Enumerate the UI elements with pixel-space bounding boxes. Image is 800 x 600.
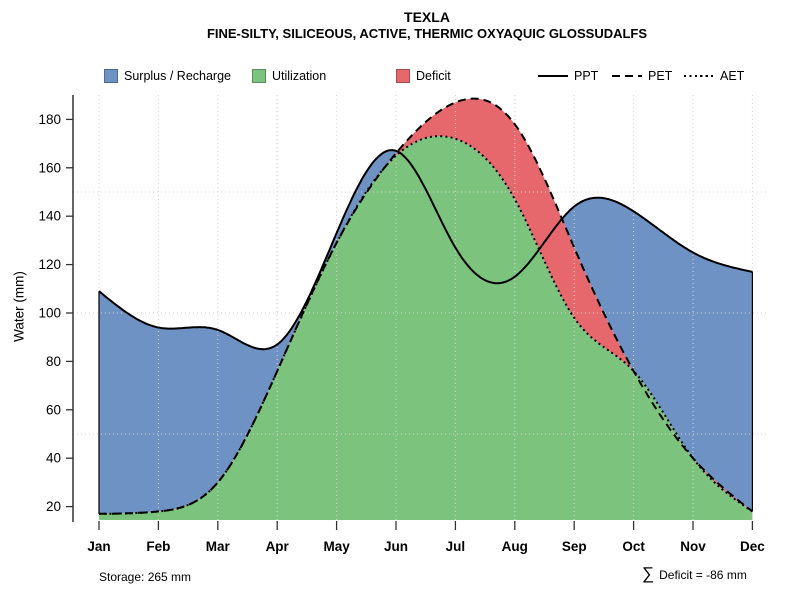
legend-label-utilization: Utilization: [272, 69, 327, 83]
legend-label-surplus: Surplus / Recharge: [124, 69, 232, 83]
month-label: May: [323, 539, 350, 554]
ppt-line: [98, 149, 753, 351]
legend-item-utilization: Utilization: [252, 69, 326, 83]
dashed-line-icon: [612, 74, 642, 78]
legend-label-ppt: PPT: [574, 69, 599, 83]
month-label: Dec: [740, 539, 765, 554]
deficit-swatch-icon: [396, 69, 410, 83]
month-label: Nov: [680, 539, 706, 554]
utilization-swatch-icon: [252, 69, 266, 83]
legend-item-deficit: Deficit: [396, 69, 451, 83]
surplus-area: [99, 98, 753, 514]
month-label: Feb: [146, 539, 170, 554]
legend-label-aet: AET: [720, 69, 745, 83]
legend-item-ppt: PPT: [538, 69, 598, 83]
y-axis-label: Water (mm): [11, 271, 27, 342]
solid-line-icon: [538, 74, 568, 78]
storage-annotation: Storage: 265 mm: [99, 570, 192, 584]
y-tick-label: 20: [46, 499, 61, 514]
month-label: Jan: [87, 539, 110, 554]
sigma-icon: ∑: [642, 564, 655, 583]
month-label: Oct: [622, 539, 645, 554]
month-label: Apr: [266, 539, 290, 554]
legend-label-pet: PET: [648, 69, 673, 83]
y-tick-label: 180: [38, 112, 61, 127]
surplus-swatch-icon: [104, 69, 118, 83]
month-label: Jun: [384, 539, 408, 554]
aet-line: [98, 135, 753, 515]
chart-subtitle: FINE-SILTY, SILICEOUS, ACTIVE, THERMIC O…: [206, 26, 648, 41]
pet-line: [98, 97, 753, 515]
dotted-line-icon: [684, 74, 714, 78]
month-label: Mar: [206, 539, 231, 554]
legend-label-deficit: Deficit: [416, 69, 451, 83]
y-tick-label: 140: [38, 209, 61, 224]
deficit-sum-annotation: ∑ Deficit = -86 mm: [642, 564, 747, 584]
y-tick-label: 80: [46, 354, 61, 369]
month-label: Jul: [446, 539, 466, 554]
utilization-area: [99, 136, 753, 520]
month-label: Aug: [502, 539, 528, 554]
y-tick-label: 100: [38, 305, 61, 320]
legend-item-surplus: Surplus / Recharge: [104, 69, 231, 83]
month-label: Sep: [562, 539, 587, 554]
deficit-sum-text: Deficit = -86 mm: [659, 568, 747, 582]
chart-title: TEXLA: [404, 9, 450, 25]
legend-item-aet: AET: [684, 69, 744, 83]
y-tick-label: 60: [46, 402, 61, 417]
y-tick-label: 120: [38, 257, 61, 272]
y-tick-label: 160: [38, 160, 61, 175]
legend-item-pet: PET: [612, 69, 672, 83]
y-tick-label: 40: [46, 451, 61, 466]
